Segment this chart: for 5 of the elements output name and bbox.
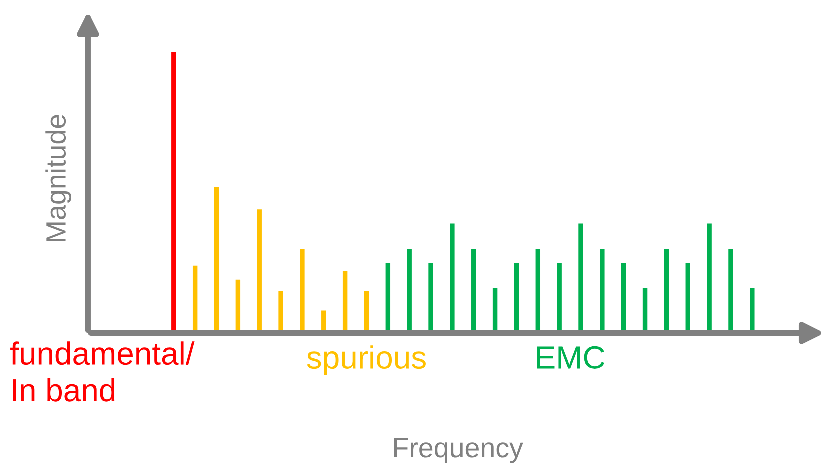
text: EMC [537, 346, 605, 370]
x-axis-title: Frequency [394, 438, 524, 464]
text: fundamental/ In band [10, 342, 195, 402]
text: spurious [307, 346, 426, 376]
y-axis-title: Magnitude [46, 115, 72, 242]
